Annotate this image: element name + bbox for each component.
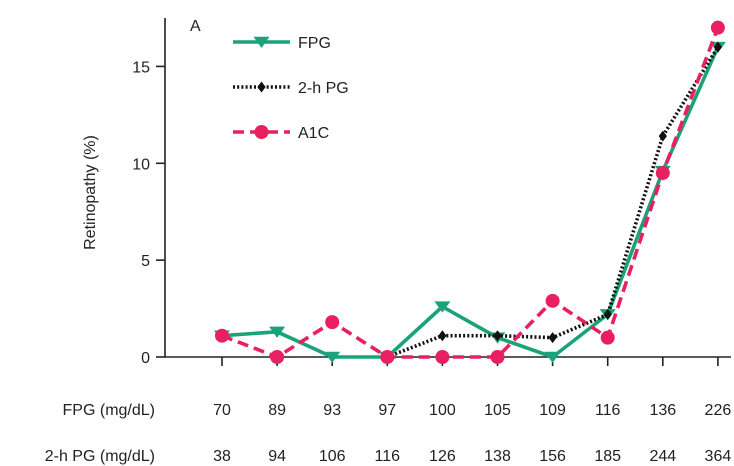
x-tick-label: 100 bbox=[429, 402, 456, 419]
data-point bbox=[269, 326, 286, 338]
data-point bbox=[603, 308, 612, 320]
y-ticks: 0 5 10 15 bbox=[132, 59, 165, 367]
y-tick-label: 0 bbox=[141, 350, 150, 367]
x-row-label: FPG (mg/dL) bbox=[63, 402, 155, 419]
legend-item: 2-h PG bbox=[233, 80, 349, 97]
data-point bbox=[434, 301, 451, 313]
series-a1c bbox=[215, 20, 725, 364]
data-point bbox=[324, 351, 341, 363]
series-fpg bbox=[214, 41, 726, 363]
series-2-h-pg bbox=[383, 41, 723, 363]
x-tick-label: 97 bbox=[378, 402, 396, 419]
data-point bbox=[215, 328, 229, 343]
data-point bbox=[713, 41, 723, 53]
x-tick-label: 126 bbox=[429, 448, 456, 465]
data-point bbox=[655, 165, 670, 180]
x-tick-label: 89 bbox=[268, 402, 286, 419]
legend-marker bbox=[257, 81, 266, 93]
x-tick-label: 138 bbox=[484, 448, 511, 465]
data-point bbox=[438, 330, 447, 342]
x-tick-label: 105 bbox=[484, 402, 511, 419]
series-line bbox=[221, 27, 720, 359]
y-axis-label: Retinopathy (%) bbox=[82, 135, 99, 250]
x-tick-label: 93 bbox=[323, 402, 341, 419]
y-tick-label: 10 bbox=[132, 156, 150, 173]
x-tick-label: 94 bbox=[268, 448, 286, 465]
data-point bbox=[658, 130, 667, 142]
x-tick-label: 38 bbox=[213, 448, 231, 465]
y-tick-label: 15 bbox=[132, 59, 150, 76]
data-point bbox=[380, 350, 395, 364]
data-point bbox=[710, 20, 725, 35]
data-point bbox=[270, 350, 285, 364]
panel-label: A bbox=[190, 18, 201, 35]
legend-label: FPG bbox=[298, 35, 331, 52]
x-tick-label: 364 bbox=[705, 448, 732, 465]
legend-item: A1C bbox=[233, 125, 329, 142]
y-tick-label: 5 bbox=[141, 253, 150, 270]
x-tick-label: 136 bbox=[649, 402, 676, 419]
legend-marker bbox=[254, 125, 269, 139]
x-row: FPG (mg/dL) 70 89 93 97 100 105 109 116 136 226 bbox=[63, 402, 732, 419]
x-row: 2-h PG (mg/dL) 38 94 106 116 126 138 156 185 244 3… bbox=[45, 448, 732, 465]
x-row-label: 2-h PG (mg/dL) bbox=[45, 448, 155, 465]
data-point bbox=[545, 293, 560, 308]
data-point bbox=[325, 315, 340, 330]
legend-label: A1C bbox=[298, 125, 329, 142]
x-tick-label: 116 bbox=[595, 402, 621, 419]
legend-marker bbox=[253, 36, 270, 48]
x-tick-label: 185 bbox=[594, 448, 621, 465]
x-tick-label: 116 bbox=[375, 448, 401, 465]
data-point bbox=[548, 332, 557, 344]
legend: FPG 2-h PG A1C bbox=[233, 35, 349, 142]
x-tick-label: 156 bbox=[539, 448, 566, 465]
legend-label: 2-h PG bbox=[298, 80, 349, 97]
legend-item: FPG bbox=[233, 35, 331, 52]
series-layer bbox=[214, 20, 726, 364]
data-point bbox=[544, 351, 561, 363]
data-point bbox=[490, 350, 505, 364]
series-line bbox=[221, 46, 720, 359]
data-point bbox=[493, 330, 502, 342]
x-tick-label: 106 bbox=[319, 448, 346, 465]
data-point bbox=[435, 350, 450, 364]
x-tick-label: 226 bbox=[705, 402, 732, 419]
x-tick-label: 109 bbox=[539, 402, 566, 419]
x-tick-label: 70 bbox=[213, 402, 231, 419]
x-value-rows: FPG (mg/dL) 70 89 93 97 100 105 109 116 136 226 2-h… bbox=[45, 402, 732, 465]
data-point bbox=[600, 330, 615, 345]
x-tick-label: 244 bbox=[649, 448, 676, 465]
